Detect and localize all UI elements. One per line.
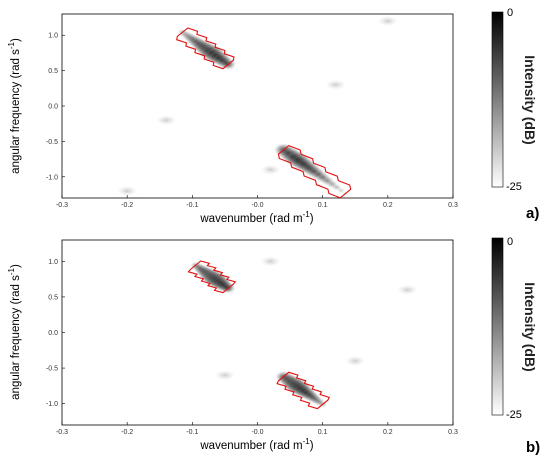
x-tick-label: -0.1 — [186, 202, 198, 209]
x-tick-label: 0.2 — [383, 429, 393, 436]
y-tick-label: 0.5 — [48, 294, 58, 301]
faint-feature — [117, 185, 138, 196]
x-tick-label: 0.3 — [448, 429, 458, 436]
panel-b: -0.3 -0.2 -0.1 -0.0 0.1 0.2 0.3 1.0 0.5 0.0 -0.5 -… — [7, 236, 540, 456]
y-tick-label: 0.5 — [48, 68, 58, 75]
faint-feature — [260, 164, 281, 175]
colorbar-min: -25 — [506, 181, 522, 193]
colorbar-max: 0 — [507, 236, 513, 248]
colorbar-max: 0 — [507, 7, 513, 19]
colorbar — [491, 11, 504, 188]
colorbar-label: Intensity (dB) — [522, 55, 538, 144]
plot-area — [61, 239, 454, 426]
faint-feature — [377, 16, 398, 27]
faint-feature — [397, 284, 418, 295]
x-tick-label: -0.0 — [251, 429, 263, 436]
y-ticks: 1.0 0.5 0.0 -0.5 -1.0 — [46, 33, 65, 181]
y-tick-label: -1.0 — [46, 174, 58, 181]
y-tick-label: 1.0 — [48, 259, 58, 266]
contour-line — [277, 144, 352, 199]
faint-feature — [345, 355, 366, 366]
contour-line — [176, 27, 235, 70]
panel-a: -0.3 -0.2 -0.1 -0.0 0.1 0.2 0.3 1.0 0.5 0.0 -0.5 -… — [7, 7, 539, 225]
faint-feature — [214, 370, 235, 381]
y-tick-label: -0.5 — [46, 366, 58, 373]
y-tick-label: 1.0 — [48, 33, 58, 40]
x-tick-label: -0.1 — [186, 429, 198, 436]
x-tick-label: -0.2 — [121, 202, 133, 209]
x-tick-label: 0.2 — [383, 202, 393, 209]
contour-line — [276, 371, 330, 410]
y-tick-label: -0.5 — [46, 139, 58, 146]
x-ticks: -0.3 -0.2 -0.1 -0.0 0.1 0.2 0.3 — [56, 195, 458, 209]
x-axis-label: wavenumber (rad m-1) — [199, 437, 313, 452]
colorbar-min: -25 — [506, 409, 522, 421]
y-tick-label: 0.0 — [48, 104, 58, 111]
colorbar — [491, 237, 504, 416]
contour-layer — [187, 260, 330, 410]
faint-feature — [156, 115, 177, 126]
x-tick-label: -0.3 — [56, 429, 68, 436]
y-axis-label: angular frequency (rad s-1) — [7, 38, 22, 174]
y-axis-label: angular frequency (rad s-1) — [7, 264, 22, 400]
faint-feature — [325, 79, 346, 90]
y-tick-label: -1.0 — [46, 401, 58, 408]
faint-feature — [260, 256, 281, 267]
x-tick-label: -0.0 — [251, 202, 263, 209]
x-axis-label: wavenumber (rad m-1) — [199, 210, 313, 225]
panel-label: a) — [526, 205, 539, 222]
plot-area — [61, 13, 454, 199]
x-ticks: -0.3 -0.2 -0.1 -0.0 0.1 0.2 0.3 — [56, 422, 458, 436]
contour-layer — [176, 27, 352, 199]
y-tick-label: 0.0 — [48, 330, 58, 337]
y-ticks: 1.0 0.5 0.0 -0.5 -1.0 — [46, 259, 65, 408]
x-tick-label: 0.1 — [318, 429, 328, 436]
contour-line — [187, 260, 237, 294]
x-tick-label: -0.2 — [121, 429, 133, 436]
heatmap-layer — [117, 16, 398, 196]
panel-label: b) — [526, 439, 540, 456]
colorbar-label: Intensity (dB) — [522, 282, 538, 371]
x-tick-label: 0.1 — [318, 202, 328, 209]
x-tick-label: -0.3 — [56, 202, 68, 209]
x-tick-label: 0.3 — [448, 202, 458, 209]
